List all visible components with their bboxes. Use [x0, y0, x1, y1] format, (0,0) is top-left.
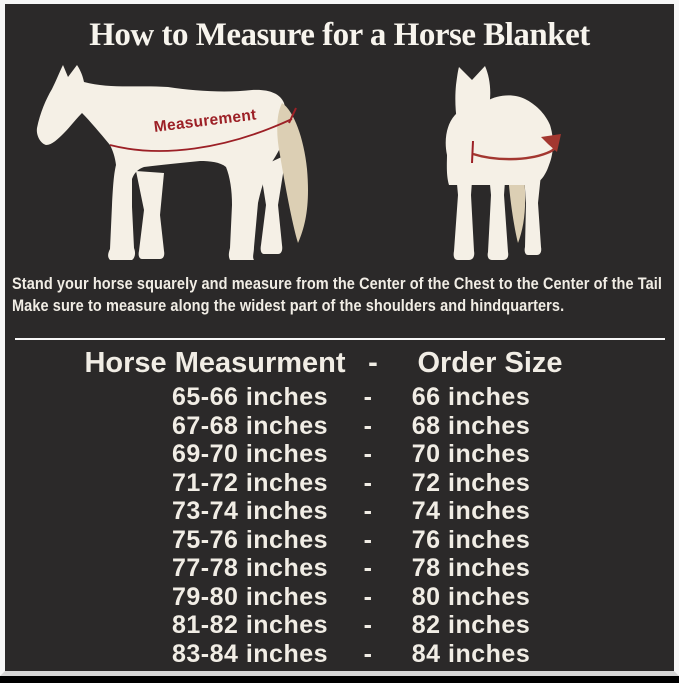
row-size: 68 inches — [411, 411, 531, 440]
row-spacer — [5, 611, 160, 640]
table-row: 77-78 inches - 78 inches — [5, 554, 674, 583]
front-horse-head — [455, 66, 491, 137]
row-spacer — [5, 469, 160, 498]
side-horse-far-hind-leg — [260, 155, 286, 254]
content-area: How to Measure for a Horse Blanket Measu… — [5, 4, 674, 671]
row-separator: - — [363, 468, 373, 497]
row-measurement: 73-74 inches — [171, 497, 329, 525]
row-size: 66 inches — [411, 383, 531, 411]
row-measurement: 79-80 inches — [171, 582, 329, 611]
front-horse-figure — [425, 55, 595, 267]
table-row: 67-68 inches - 68 inches — [5, 412, 674, 441]
row-size: 70 inches — [411, 440, 531, 468]
table-row: 71-72 inches - 72 inches — [5, 469, 674, 498]
table-row: 73-74 inches - 74 inches — [5, 497, 674, 526]
row-size: 72 inches — [411, 468, 531, 497]
size-table: Horse Measurment - Order Size 65-66 inch… — [5, 344, 674, 668]
row-separator: - — [363, 497, 373, 525]
row-spacer — [5, 440, 160, 469]
row-separator: - — [363, 582, 373, 611]
row-separator: - — [363, 611, 373, 639]
divider-line — [15, 338, 665, 340]
side-horse-tail — [277, 103, 308, 243]
instructions-line-1: Stand your horse squarely and measure fr… — [12, 275, 663, 293]
row-size: 78 inches — [411, 554, 531, 582]
header-measurement: Horse Measurment — [84, 347, 346, 379]
row-separator: - — [363, 411, 373, 440]
header-size: Order Size — [417, 347, 563, 379]
instructions-line-2: Make sure to measure along the widest pa… — [12, 297, 565, 315]
row-measurement: 75-76 inches — [171, 525, 329, 554]
row-measurement: 69-70 inches — [171, 440, 329, 468]
row-measurement: 65-66 inches — [171, 383, 329, 411]
row-separator: - — [363, 383, 373, 411]
table-row: 81-82 inches - 82 inches — [5, 611, 674, 640]
row-measurement: 77-78 inches — [171, 554, 329, 582]
row-separator: - — [363, 554, 373, 582]
row-spacer — [5, 583, 160, 612]
page-title: How to Measure for a Horse Blanket — [89, 17, 590, 53]
table-row: 75-76 inches - 76 inches — [5, 526, 674, 555]
row-separator: - — [363, 440, 373, 468]
row-spacer — [5, 497, 160, 526]
table-row: 79-80 inches - 80 inches — [5, 583, 674, 612]
row-size: 84 inches — [411, 639, 531, 668]
table-row: 65-66 inches - 66 inches — [5, 383, 674, 412]
row-spacer — [5, 526, 160, 555]
row-measurement: 67-68 inches — [171, 411, 329, 440]
instructions-text: Stand your horse squarely and measure fr… — [12, 273, 663, 317]
side-horse-far-front-leg — [136, 171, 165, 259]
header-separator: - — [368, 347, 378, 379]
table-rows: 65-66 inches - 66 inches 67-68 inches - … — [5, 383, 674, 668]
row-spacer — [5, 640, 160, 669]
row-measurement: 83-84 inches — [171, 639, 329, 668]
side-horse-illustration — [36, 65, 308, 260]
header-spacer — [5, 344, 83, 382]
row-spacer — [5, 383, 160, 412]
row-size: 74 inches — [411, 497, 531, 525]
row-size: 80 inches — [411, 582, 531, 611]
front-horse-illustration — [445, 66, 561, 260]
table-header: Horse Measurment - Order Size — [5, 344, 674, 382]
row-size: 76 inches — [411, 525, 531, 554]
row-separator: - — [363, 525, 373, 554]
chest-center-tick — [471, 140, 474, 164]
girth-arrow-head — [541, 134, 561, 152]
row-spacer — [5, 412, 160, 441]
table-row: 83-84 inches - 84 inches — [5, 640, 674, 669]
row-size: 82 inches — [411, 611, 531, 639]
side-horse-body-silhouette — [36, 65, 290, 260]
row-spacer — [5, 554, 160, 583]
side-horse-figure: Measurement — [20, 55, 330, 267]
measurement-end-tick — [288, 107, 297, 124]
table-row: 69-70 inches - 70 inches — [5, 440, 674, 469]
measurement-line — [109, 118, 293, 152]
row-measurement: 71-72 inches — [171, 468, 329, 497]
row-measurement: 81-82 inches — [171, 611, 329, 639]
row-separator: - — [363, 639, 373, 668]
